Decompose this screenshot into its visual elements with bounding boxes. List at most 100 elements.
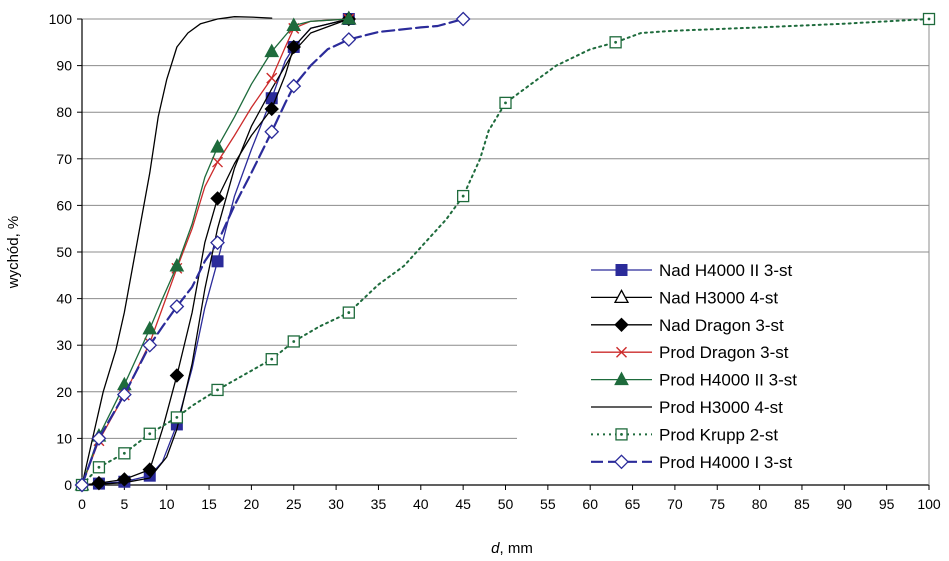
data-point [142, 337, 158, 353]
y-tick-label: 50 [56, 244, 72, 260]
data-point [169, 257, 185, 272]
data-point [118, 447, 131, 460]
data-point [210, 235, 225, 251]
series-line [80, 17, 465, 487]
x-tick-label: 25 [286, 496, 302, 512]
series-line [81, 16, 273, 486]
data-point-dot [461, 194, 465, 198]
data-point [116, 387, 132, 403]
y-tick-label: 80 [56, 104, 72, 120]
series-6 [75, 12, 936, 492]
data-point [169, 299, 185, 314]
series-line [81, 18, 350, 486]
x-tick-label: 55 [540, 496, 556, 512]
x-tick-label: 85 [794, 496, 810, 512]
legend-label: Prod H4000 I 3-st [659, 453, 793, 472]
data-point [286, 78, 302, 94]
data-point [341, 10, 357, 25]
tick-labels: 0 10 20 30 40 50 60 70 80 90 100 0 5 10 15 20 25 30 35 40 45… [49, 11, 941, 512]
data-point [266, 72, 278, 84]
x-axis-title-italic: d [491, 540, 500, 557]
y-tick-label: 20 [56, 384, 72, 400]
legend-label: Nad H3000 4-st [659, 288, 778, 307]
data-point [264, 101, 279, 117]
legend-label: Prod Krupp 2-st [659, 425, 778, 444]
series-4 [74, 10, 357, 491]
data-point-dot [270, 357, 274, 361]
data-point [143, 427, 156, 440]
legend-label: Nad H4000 II 3-st [659, 261, 793, 280]
axes-layer [77, 18, 930, 490]
series-layer [74, 10, 936, 493]
series-line [81, 18, 350, 486]
legend-entry: Nad Dragon 3-st [591, 316, 784, 335]
x-tick-label: 35 [371, 496, 387, 512]
data-point [170, 411, 184, 424]
x-tick-label: 95 [879, 496, 895, 512]
x-tick-label: 100 [917, 496, 941, 512]
data-point [922, 12, 936, 26]
y-tick-label: 40 [56, 291, 72, 307]
legend-entry: Prod Krupp 2-st [591, 425, 778, 444]
legend-entry: Prod H4000 II 3-st [591, 371, 797, 390]
data-point-dot [292, 340, 296, 343]
y-axis-title: wychód, % [5, 216, 22, 290]
legend-entry: Prod H4000 I 3-st [591, 453, 793, 472]
data-point [142, 320, 158, 335]
data-point [609, 36, 622, 49]
data-point [264, 124, 280, 140]
data-point [74, 477, 90, 493]
legend-marker-stroke-b [616, 346, 627, 358]
legend-entry: Nad H4000 II 3-st [591, 261, 793, 280]
series-5 [81, 16, 273, 486]
legend-marker [614, 317, 629, 333]
legend-marker [616, 346, 627, 358]
x-tick-label: 90 [837, 496, 853, 512]
data-point [169, 368, 185, 383]
data-point [212, 156, 224, 168]
data-point [499, 96, 512, 110]
legend-marker [614, 454, 629, 470]
legend-label: Prod H3000 4-st [659, 398, 783, 417]
x-tick-label: 20 [244, 496, 260, 512]
data-point-stroke-b [266, 72, 278, 84]
y-tick-label: 0 [64, 477, 72, 493]
y-tick-label: 10 [56, 430, 72, 446]
series-7 [74, 11, 471, 493]
legend-label: Nad Dragon 3-st [659, 316, 784, 335]
x-tick-label: 50 [498, 496, 514, 512]
legend-marker-dot [620, 433, 623, 436]
data-point [455, 11, 471, 27]
x-tick-label: 10 [159, 496, 175, 512]
x-axis-title: d, mm [491, 540, 533, 557]
data-point [117, 472, 132, 487]
data-point [91, 475, 107, 491]
data-point [456, 189, 470, 203]
x-tick-label: 75 [709, 496, 725, 512]
data-point-dot [614, 40, 618, 44]
x-tick-label: 45 [455, 496, 471, 512]
x-tick-label: 30 [328, 496, 344, 512]
data-point [265, 353, 278, 366]
legend-label: Prod Dragon 3-st [659, 343, 789, 362]
x-tick-label: 70 [667, 496, 683, 512]
data-point [286, 39, 301, 55]
legend-marker [615, 264, 628, 276]
y-tick-label: 30 [56, 337, 72, 353]
x-tick-label: 5 [120, 496, 128, 512]
legend-label: Prod H4000 II 3-st [659, 371, 797, 390]
data-point-stroke-b [212, 156, 224, 168]
legend: Nad H4000 II 3-st Nad H3000 4-st Nad Drago… [591, 261, 797, 472]
data-point [341, 32, 357, 47]
y-tick-label: 60 [56, 197, 72, 213]
legend-entry: Prod H3000 4-st [591, 398, 783, 417]
data-point [92, 461, 106, 474]
data-point [210, 191, 225, 206]
data-point [286, 17, 302, 32]
legend-entry: Prod Dragon 3-st [591, 343, 789, 362]
data-point [210, 139, 225, 153]
data-point-dot [347, 311, 351, 314]
legend-marker [615, 428, 628, 441]
x-tick-label: 60 [582, 496, 598, 512]
